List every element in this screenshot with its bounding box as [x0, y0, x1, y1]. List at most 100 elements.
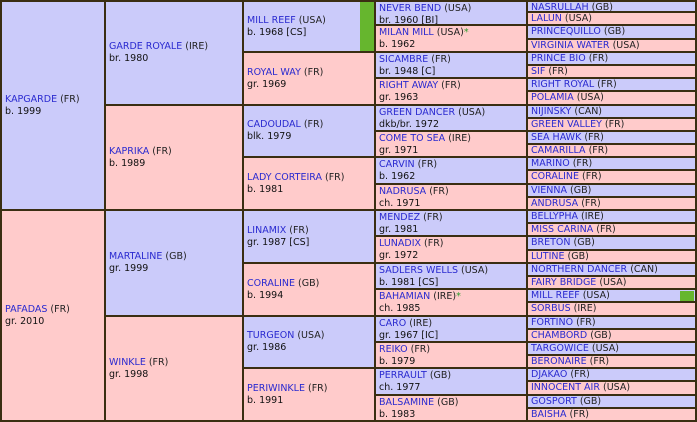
- horse-name-link[interactable]: CORALINE: [531, 171, 580, 182]
- pedigree-cell-col4-0: NEVER BEND (USA) br. 1960 [BI]: [376, 0, 528, 26]
- horse-name-link[interactable]: PRINCE BIO: [531, 53, 586, 64]
- horse-line: LUNADIX (FR): [379, 238, 523, 250]
- horse-name-link[interactable]: WINKLE: [109, 356, 146, 368]
- horse-line: PRINCEQUILLO (GB): [531, 26, 692, 38]
- horse-name-link[interactable]: PAFADAS: [5, 303, 48, 315]
- horse-name-link[interactable]: LALUN: [531, 13, 562, 24]
- horse-name-link[interactable]: PERRAULT: [379, 370, 427, 381]
- pedigree-cell-col4-7: NADRUSA (FR) ch. 1971: [376, 185, 528, 211]
- horse-name-link[interactable]: VIRGINIA WATER: [531, 40, 610, 51]
- horse-name-link[interactable]: BAHAMIAN: [379, 291, 431, 302]
- horse-country: (GB): [587, 330, 612, 341]
- horse-name-link[interactable]: CADOUDAL: [247, 119, 301, 130]
- pedigree-cell-col5-31: BAISHA (FR): [528, 409, 697, 422]
- horse-name-link[interactable]: SORBUS: [531, 303, 571, 314]
- horse-line: NIJINSKY (CAN): [531, 106, 692, 117]
- horse-name-link[interactable]: CAMARILLA: [531, 145, 586, 156]
- horse-name-link[interactable]: PRINCEQUILLO: [531, 26, 601, 37]
- horse-name-link[interactable]: LUTINE: [531, 251, 565, 262]
- inbreeding-star-icon: *: [456, 291, 461, 302]
- horse-name-link[interactable]: MISS CARINA: [531, 224, 594, 235]
- horse-country: (IRE): [182, 41, 209, 52]
- horse-name-link[interactable]: NEVER BEND: [379, 3, 442, 14]
- horse-name-link[interactable]: NADRUSA: [379, 186, 427, 197]
- horse-name-link[interactable]: MILL REEF: [531, 290, 580, 301]
- horse-line: CORALINE (FR): [531, 171, 692, 183]
- horse-line: REIKO (FR): [379, 344, 523, 356]
- horse-name-link[interactable]: DJAKAO: [531, 369, 568, 380]
- horse-name-link[interactable]: NASRULLAH: [531, 2, 589, 13]
- horse-name-link[interactable]: BALSAMINE: [379, 397, 435, 408]
- horse-line: LINAMIX (FR): [247, 225, 371, 237]
- pedigree-cell-col5-24: FORTINO (FR): [528, 317, 697, 330]
- pedigree-cell-col4-5: COME TO SEA (IRE) gr. 1971: [376, 132, 528, 158]
- horse-name-link[interactable]: NORTHERN DANCER: [531, 264, 628, 275]
- horse-name-link[interactable]: GOSPORT: [531, 396, 577, 407]
- horse-name-link[interactable]: COME TO SEA: [379, 133, 446, 144]
- horse-name-link[interactable]: MARTALINE: [109, 251, 163, 262]
- horse-name-link[interactable]: KAPGARDE: [5, 93, 58, 105]
- horse-line: ANDRUSA (FR): [531, 198, 692, 209]
- horse-country: (FR): [426, 186, 449, 197]
- horse-name-link[interactable]: ROYAL WAY: [247, 66, 301, 78]
- horse-line: SICAMBRE (FR): [379, 54, 523, 66]
- horse-name-link[interactable]: BERONAIRE: [531, 356, 587, 367]
- horse-name-link[interactable]: POLAMIA: [531, 92, 574, 103]
- horse-name-link[interactable]: LUNADIX: [379, 238, 422, 249]
- horse-name-link[interactable]: TARGOWICE: [531, 343, 589, 354]
- horse-name-link[interactable]: SEA HAWK: [531, 132, 582, 143]
- horse-name-link[interactable]: MARINO: [531, 158, 570, 169]
- horse-country: (FR): [414, 159, 438, 170]
- pedigree-cell-col5-17: MISS CARINA (FR): [528, 224, 697, 237]
- horse-info: b. 1968 [CS]: [247, 26, 307, 38]
- horse-country: (GB): [434, 397, 459, 408]
- horse-country: (USA): [588, 343, 619, 354]
- horse-name-link[interactable]: GREEN VALLEY: [531, 119, 602, 130]
- horse-name-link[interactable]: SIF: [531, 66, 546, 77]
- horse-country: (FR): [57, 93, 80, 105]
- horse-info: gr. 1969: [247, 78, 287, 90]
- horse-line: NEVER BEND (USA): [379, 3, 523, 15]
- horse-name-link[interactable]: SADLERS WELLS: [379, 265, 458, 276]
- horse-name-link[interactable]: BRETON: [531, 237, 571, 248]
- horse-name-link[interactable]: GREEN DANCER: [379, 107, 456, 118]
- horse-line: LALUN (USA): [531, 13, 692, 24]
- horse-line: KAPGARDE (FR): [5, 94, 101, 106]
- horse-name-link[interactable]: NIJINSKY: [531, 106, 572, 117]
- pedigree-cell-col2-1: KAPRIKA (FR) b. 1989: [106, 106, 244, 211]
- horse-name-link[interactable]: INNOCENT AIR: [531, 382, 600, 393]
- pedigree-cell-col2-3: WINKLE (FR) gr. 1998: [106, 317, 244, 422]
- horse-name-link[interactable]: PERIWINKLE: [247, 382, 305, 394]
- pedigree-cell-col5-22: MILL REEF (USA): [528, 290, 697, 303]
- horse-name-link[interactable]: VIENNA: [531, 185, 568, 196]
- horse-name-link[interactable]: BELLYPHA: [531, 211, 579, 222]
- horse-name-link[interactable]: CORALINE: [247, 277, 296, 289]
- pedigree-cell-col3-1: ROYAL WAY (FR) gr. 1969: [244, 53, 376, 106]
- horse-country: (FR): [593, 224, 616, 235]
- horse-line: MILL REEF (USA): [531, 290, 692, 301]
- horse-name-link[interactable]: SICAMBRE: [379, 54, 429, 65]
- horse-info: b. 1981: [247, 183, 284, 195]
- horse-name-link[interactable]: BAISHA: [531, 409, 567, 420]
- horse-name-link[interactable]: FAIRY BRIDGE: [531, 277, 597, 288]
- horse-info: b. 1994: [247, 289, 284, 301]
- horse-name-link[interactable]: FORTINO: [531, 317, 574, 328]
- horse-line: INNOCENT AIR (USA): [531, 382, 692, 394]
- horse-name-link[interactable]: ANDRUSA: [531, 198, 579, 209]
- horse-name-link[interactable]: CARVIN: [379, 159, 415, 170]
- horse-name-link[interactable]: GARDE ROYALE: [109, 41, 183, 52]
- horse-name-link[interactable]: CHAMBORD: [531, 330, 588, 341]
- horse-name-link[interactable]: MILAN MILL: [379, 27, 434, 38]
- horse-name-link[interactable]: MILL REEF: [247, 14, 296, 26]
- horse-name-link[interactable]: RIGHT ROYAL: [531, 79, 595, 90]
- horse-line: MARTALINE (GB): [109, 251, 239, 263]
- horse-name-link[interactable]: LINAMIX: [247, 224, 287, 236]
- horse-name-link[interactable]: LADY CORTEIRA: [247, 171, 322, 183]
- horse-name-link[interactable]: TURGEON: [247, 330, 295, 341]
- horse-name-link[interactable]: REIKO: [379, 344, 408, 355]
- horse-name-link[interactable]: KAPRIKA: [109, 145, 150, 157]
- horse-name-link[interactable]: CARO: [379, 318, 407, 329]
- horse-name-link[interactable]: RIGHT AWAY: [379, 80, 439, 91]
- horse-line: POLAMIA (USA): [531, 92, 692, 104]
- horse-name-link[interactable]: MENDEZ: [379, 212, 421, 223]
